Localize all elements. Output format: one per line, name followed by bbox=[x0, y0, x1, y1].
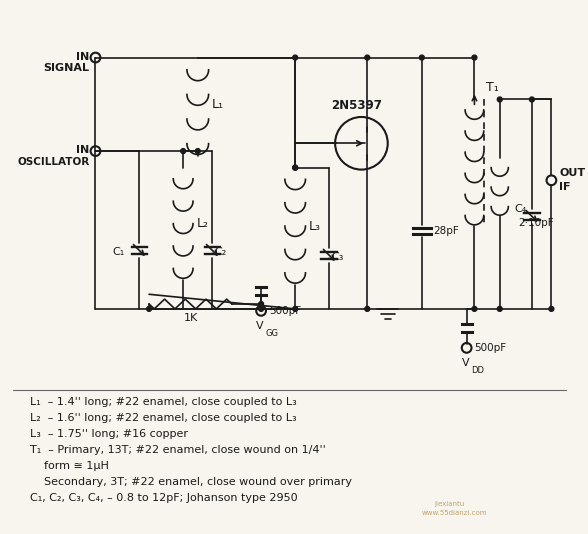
Text: form ≅ 1μH: form ≅ 1μH bbox=[30, 461, 109, 471]
Text: V: V bbox=[256, 321, 264, 332]
Text: C₁, C₂, C₃, C₄, – 0.8 to 12pF; Johanson type 2950: C₁, C₂, C₃, C₄, – 0.8 to 12pF; Johanson … bbox=[30, 493, 298, 503]
Circle shape bbox=[365, 55, 370, 60]
Text: OUT: OUT bbox=[559, 169, 585, 178]
Text: www.55dianzi.com: www.55dianzi.com bbox=[422, 511, 487, 516]
Text: C₂: C₂ bbox=[215, 247, 226, 257]
Text: L₁  – 1.4'' long; #22 enamel, close coupled to L₃: L₁ – 1.4'' long; #22 enamel, close coupl… bbox=[30, 397, 297, 406]
Circle shape bbox=[472, 307, 477, 311]
Circle shape bbox=[293, 307, 298, 311]
Circle shape bbox=[293, 165, 298, 170]
Text: 1K: 1K bbox=[183, 312, 198, 323]
Text: OSCILLATOR: OSCILLATOR bbox=[18, 157, 89, 167]
Text: SIGNAL: SIGNAL bbox=[44, 63, 89, 73]
Text: jiexiantu: jiexiantu bbox=[435, 501, 465, 507]
Text: IF: IF bbox=[559, 182, 571, 192]
Text: L₂  – 1.6'' long; #22 enamel, close coupled to L₃: L₂ – 1.6'' long; #22 enamel, close coupl… bbox=[30, 413, 297, 422]
Text: IN: IN bbox=[76, 52, 89, 61]
Circle shape bbox=[472, 55, 477, 60]
Text: 28pF: 28pF bbox=[433, 226, 459, 236]
Text: C₁: C₁ bbox=[112, 247, 125, 257]
Text: V: V bbox=[462, 358, 469, 368]
Text: T₁  – Primary, 13T; #22 enamel, close wound on 1/4'': T₁ – Primary, 13T; #22 enamel, close wou… bbox=[30, 445, 326, 455]
Text: 500pF: 500pF bbox=[269, 306, 301, 316]
Circle shape bbox=[259, 302, 263, 307]
Circle shape bbox=[293, 165, 298, 170]
Circle shape bbox=[146, 307, 152, 311]
Circle shape bbox=[497, 307, 502, 311]
Circle shape bbox=[549, 307, 554, 311]
Text: Secondary, 3T; #22 enamel, close wound over primary: Secondary, 3T; #22 enamel, close wound o… bbox=[30, 477, 352, 487]
Circle shape bbox=[419, 55, 425, 60]
Text: 2N5397: 2N5397 bbox=[331, 99, 382, 112]
Circle shape bbox=[195, 148, 200, 153]
Text: L₃: L₃ bbox=[309, 219, 321, 233]
Circle shape bbox=[497, 97, 502, 102]
Circle shape bbox=[259, 307, 263, 311]
Text: 2·10pF: 2·10pF bbox=[518, 218, 554, 228]
Text: L₁: L₁ bbox=[212, 98, 223, 111]
Circle shape bbox=[529, 97, 534, 102]
Text: GG: GG bbox=[266, 329, 279, 337]
Circle shape bbox=[181, 148, 186, 153]
Text: DD: DD bbox=[472, 366, 485, 375]
Text: IN: IN bbox=[76, 145, 89, 155]
Circle shape bbox=[365, 307, 370, 311]
Circle shape bbox=[293, 55, 298, 60]
Text: C₃: C₃ bbox=[331, 252, 343, 262]
Text: C₄: C₄ bbox=[514, 203, 527, 214]
Text: L₂: L₂ bbox=[197, 217, 209, 230]
Text: T₁: T₁ bbox=[486, 81, 499, 95]
Text: L₃  – 1.75'' long; #16 copper: L₃ – 1.75'' long; #16 copper bbox=[30, 429, 188, 439]
Text: 500pF: 500pF bbox=[475, 343, 506, 353]
